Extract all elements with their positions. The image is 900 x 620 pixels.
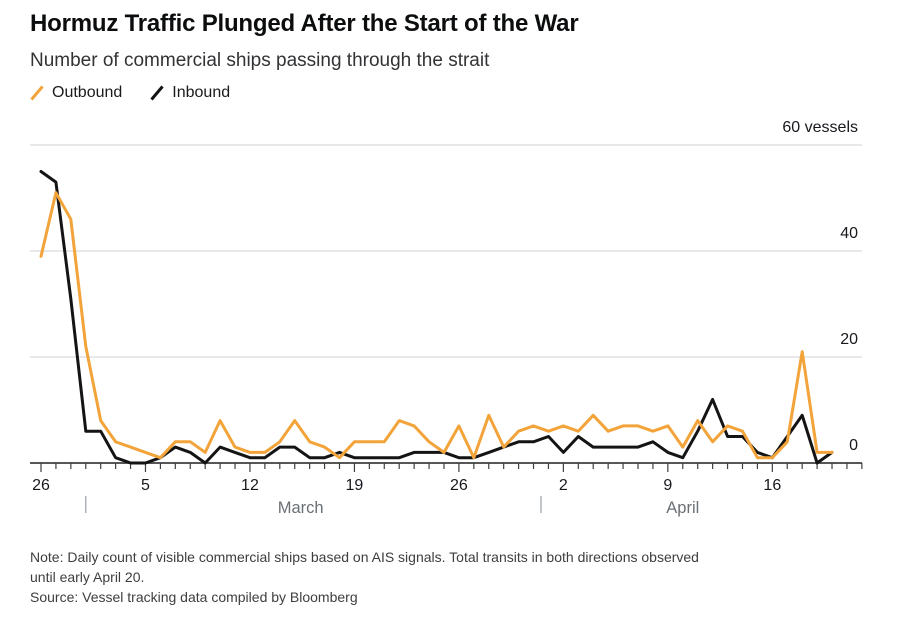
legend-label-outbound: Outbound (52, 84, 123, 101)
month-label-march: March (278, 499, 324, 517)
chart-footnote: Note: Daily count of visible commercial … (30, 547, 840, 607)
y-tick-label-60: 60 vessels (782, 119, 858, 136)
y-tick-label-0: 0 (849, 437, 858, 454)
x-tick-label-5: 5 (141, 477, 150, 494)
legend-item-inbound: Inbound (150, 84, 230, 102)
inbound-line-icon (150, 85, 164, 101)
traffic-line-chart: 0 20 40 60 vessels 26 5 12 19 26 2 9 16 March April (30, 119, 863, 517)
x-tick-label-2: 2 (559, 477, 568, 494)
chart-title: Hormuz Traffic Plunged After the Start o… (30, 10, 579, 37)
outbound-line-icon (30, 85, 44, 101)
month-label-april: April (666, 499, 699, 517)
x-tick-label-26: 26 (450, 477, 468, 494)
legend-label-inbound: Inbound (172, 84, 231, 101)
y-tick-label-40: 40 (840, 225, 858, 242)
y-tick-label-20: 20 (840, 331, 858, 348)
inbound-line (39, 170, 834, 465)
x-tick-label-16: 16 (763, 477, 781, 494)
x-tick-label-19: 19 (346, 477, 364, 494)
x-tick-label-9: 9 (663, 477, 672, 494)
chart-subtitle: Number of commercial ships passing throu… (30, 50, 490, 71)
outbound-line (39, 191, 834, 460)
legend-item-outbound: Outbound (30, 84, 122, 102)
x-tick-label-12: 12 (241, 477, 259, 494)
note-line-1: Note: Daily count of visible commercial … (30, 549, 699, 565)
x-tick-label-26: 26 (32, 477, 50, 494)
note-line-2: until early April 20. (30, 569, 145, 585)
chart-legend: Outbound Inbound (30, 84, 230, 102)
source-line: Source: Vessel tracking data compiled by… (30, 589, 358, 605)
